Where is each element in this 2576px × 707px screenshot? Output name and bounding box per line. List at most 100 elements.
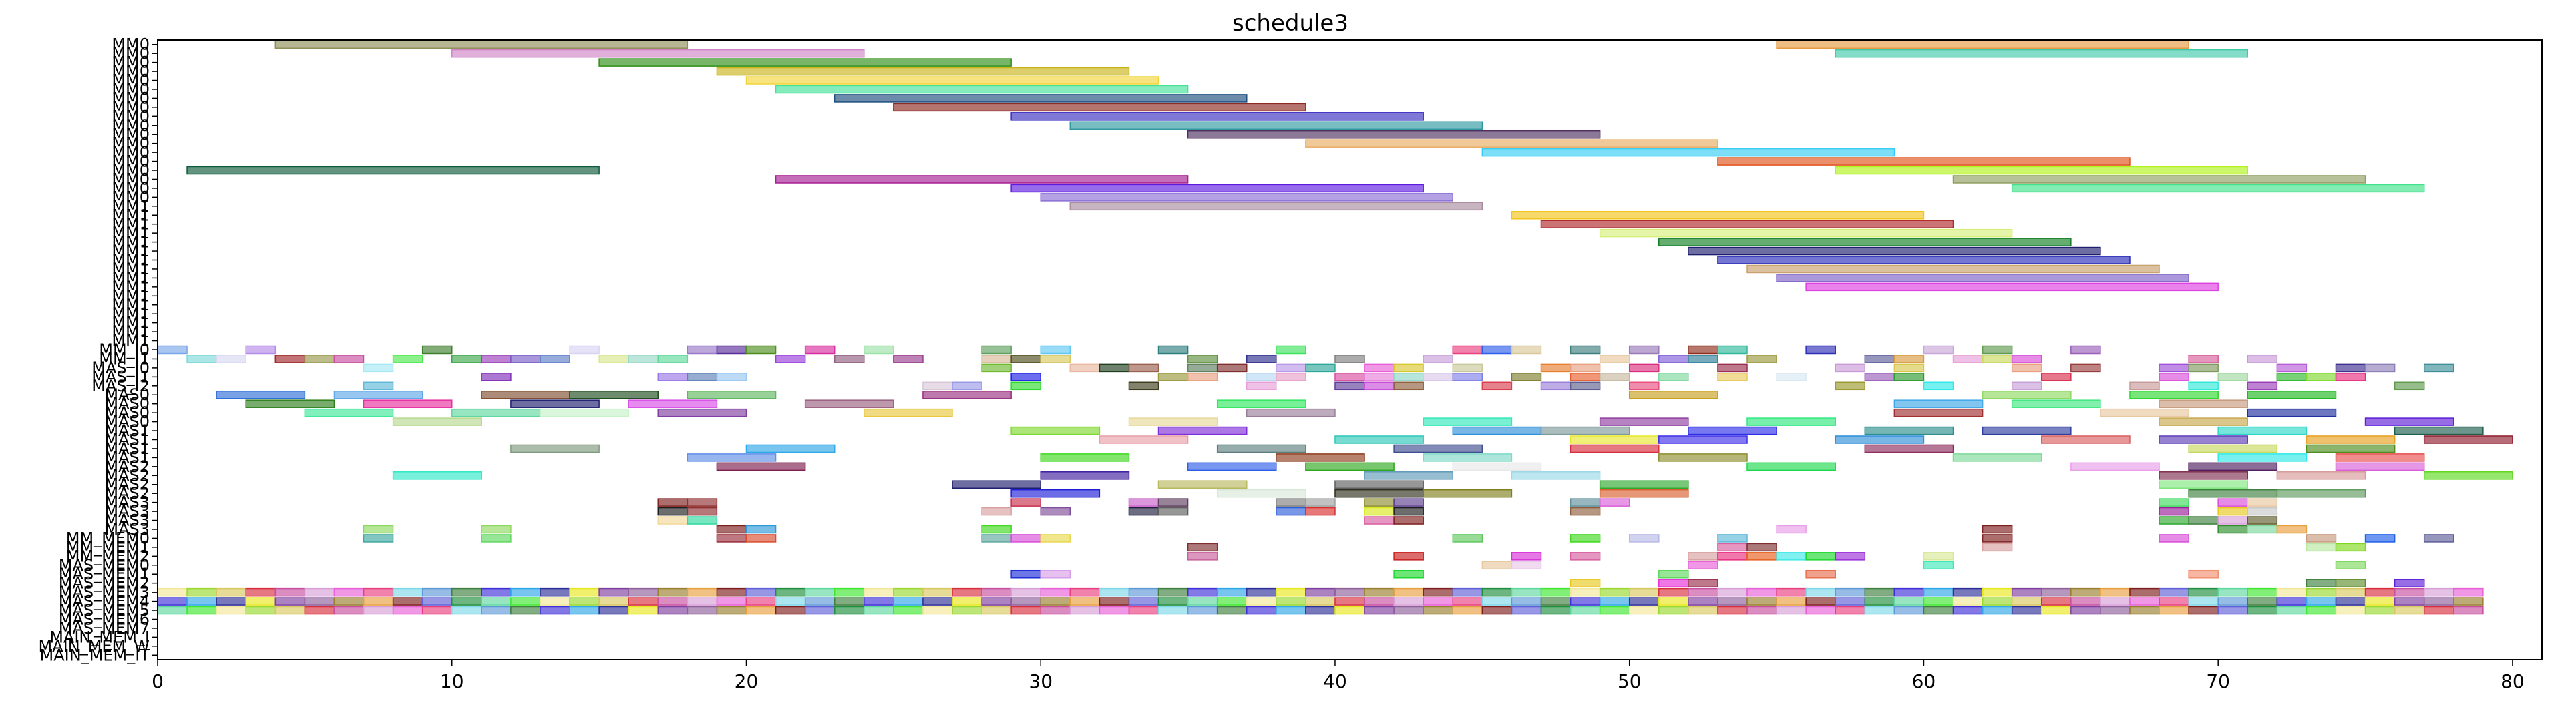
gantt-bar-166	[333, 390, 423, 399]
memory-strip-cell-r62-42	[1393, 597, 1424, 606]
gantt-bar-254	[1010, 489, 1101, 498]
gantt-bar-313	[1040, 534, 1071, 543]
y-tick-label: MM0	[112, 134, 150, 153]
memory-strip-cell-r61-0	[157, 587, 188, 597]
y-tick-label: MAS_MEM3	[59, 583, 150, 602]
gantt-bar-237	[1452, 462, 1542, 471]
gantt-bar-227	[1040, 453, 1130, 462]
gantt-bar-126	[1334, 373, 1365, 381]
memory-strip-cell-r63-39	[1305, 606, 1336, 615]
memory-strip-cell-r63-44	[1452, 606, 1483, 615]
memory-strip-cell-r62-57	[1835, 597, 1866, 606]
y-tick-label: MM0	[112, 89, 150, 107]
memory-strip-cell-r61-42	[1393, 587, 1424, 597]
gantt-bar-98	[1276, 363, 1306, 373]
memory-strip-cell-r62-26	[922, 597, 953, 606]
memory-strip-cell-r61-21	[775, 587, 806, 597]
gantt-bar-93	[1069, 363, 1101, 373]
memory-strip-cell-r61-65	[2070, 587, 2101, 597]
gantt-bar-192	[2247, 408, 2337, 417]
gantt-bar-128	[1393, 373, 1424, 381]
gantt-bar-8	[834, 94, 1248, 103]
gantt-bar-48	[1511, 345, 1542, 355]
gantt-bar-306	[2276, 525, 2308, 534]
gantt-bar-123	[1187, 373, 1218, 381]
gantt-bar-147	[952, 381, 982, 391]
gantt-bar-4	[598, 58, 1012, 67]
gantt-bar-36	[569, 345, 600, 355]
memory-strip-cell-r63-58	[1864, 606, 1895, 615]
gantt-bar-111	[2159, 363, 2189, 373]
memory-strip-cell-r63-32	[1099, 606, 1130, 615]
memory-strip-cell-r63-11	[481, 606, 512, 615]
memory-strip-cell-r63-21	[775, 606, 806, 615]
memory-strip-cell-r61-56	[1805, 587, 1836, 597]
memory-strip-cell-r61-2	[216, 587, 246, 597]
memory-strip-cell-r62-74	[2335, 597, 2366, 606]
gantt-bar-333	[1688, 552, 1718, 561]
gantt-bar-279	[1128, 507, 1159, 516]
gantt-bar-9	[893, 103, 1306, 112]
memory-strip-cell-r62-27	[952, 597, 982, 606]
memory-strip-cell-r62-78	[2453, 597, 2484, 606]
y-tick-label: MM1	[112, 260, 150, 278]
gantt-bar-27	[1658, 238, 2072, 246]
gantt-bar-117	[481, 373, 512, 381]
gantt-bar-74	[1010, 355, 1041, 363]
gantt-bar-275	[657, 507, 689, 516]
gantt-bar-330	[1393, 552, 1424, 561]
gantt-bar-204	[1688, 426, 1777, 435]
memory-strip-cell-r62-21	[775, 597, 806, 606]
gantt-bar-43	[1040, 345, 1071, 355]
memory-strip-cell-r62-5	[304, 597, 335, 606]
gantt-bar-51	[1688, 345, 1718, 355]
gantt-bar-318	[1982, 534, 2013, 543]
gantt-bar-177	[510, 399, 600, 408]
y-tick-label: MM0	[112, 53, 150, 72]
memory-strip-cell-r63-70	[2217, 606, 2249, 615]
gantt-bar-174	[2247, 390, 2337, 399]
gantt-bar-288	[2247, 507, 2278, 516]
gantt-bar-284	[1393, 507, 1424, 516]
gantt-bar-277	[981, 507, 1012, 516]
gantt-bar-228	[1276, 453, 1365, 462]
gantt-bar-311	[981, 534, 1012, 543]
gantt-bar-336	[1776, 552, 1807, 561]
gantt-bar-232	[2217, 453, 2308, 462]
gantt-bar-217	[2423, 435, 2513, 444]
gantt-bar-148	[1010, 381, 1041, 391]
gantt-bar-351	[1570, 579, 1601, 587]
memory-strip-cell-r61-33	[1128, 587, 1159, 597]
gantt-bar-202	[1452, 426, 1542, 435]
memory-strip-cell-r61-25	[893, 587, 924, 597]
gantt-bar-137	[1864, 373, 1895, 381]
gantt-bar-23	[1069, 202, 1483, 211]
gantt-bar-3	[1835, 49, 2249, 58]
gantt-bar-28	[1688, 246, 2101, 256]
gantt-bar-262	[687, 498, 718, 507]
y-tick-label: MM1	[112, 322, 150, 341]
gantt-bar-20	[1010, 184, 1424, 193]
gantt-bar-7	[775, 85, 1189, 94]
gantt-bar-340	[1481, 561, 1513, 570]
memory-strip-cell-r62-63	[2011, 597, 2042, 606]
memory-strip-cell-r62-43	[1423, 597, 1454, 606]
y-tick-label: MM0	[112, 188, 150, 206]
memory-strip-cell-r62-19	[716, 597, 747, 606]
memory-strip-cell-r62-35	[1187, 597, 1218, 606]
memory-strip-cell-r62-75	[2364, 597, 2396, 606]
gantt-bar-71	[834, 355, 865, 363]
gantt-bar-226	[687, 453, 777, 462]
y-tick-label: MM0	[112, 71, 150, 90]
gantt-bar-178	[628, 399, 718, 408]
memory-strip-cell-r62-59	[1893, 597, 1925, 606]
gantt-bar-140	[2159, 373, 2189, 381]
y-tick-label: MAS0	[104, 395, 150, 413]
memory-strip-cell-r63-6	[333, 606, 365, 615]
memory-strip-cell-r61-16	[628, 587, 659, 597]
gantt-bar-212	[1658, 435, 1748, 444]
memory-strip-cell-r61-62	[1982, 587, 2013, 597]
gantt-bar-58	[216, 355, 246, 363]
gantt-bar-59	[274, 355, 306, 363]
gantt-bar-310	[745, 534, 777, 543]
